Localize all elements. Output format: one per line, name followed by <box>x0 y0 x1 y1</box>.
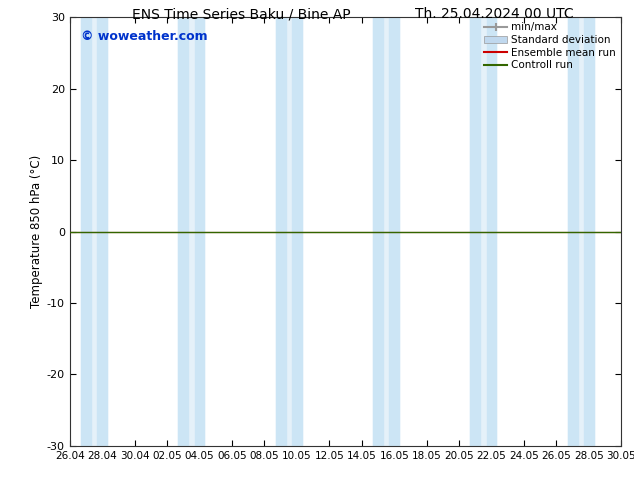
Y-axis label: Temperature 850 hPa (°C): Temperature 850 hPa (°C) <box>30 155 42 308</box>
Text: ENS Time Series Baku / Bine AP: ENS Time Series Baku / Bine AP <box>132 7 350 22</box>
Bar <box>487 17 496 446</box>
Bar <box>178 17 188 446</box>
Text: Th. 25.04.2024 00 UTC: Th. 25.04.2024 00 UTC <box>415 7 574 22</box>
Bar <box>292 17 302 446</box>
Bar <box>97 17 107 446</box>
Bar <box>276 17 285 446</box>
Legend: min/max, Standard deviation, Ensemble mean run, Controll run: min/max, Standard deviation, Ensemble me… <box>482 20 618 72</box>
Bar <box>470 17 496 446</box>
Bar <box>276 17 302 446</box>
Bar <box>373 17 399 446</box>
Bar <box>568 17 593 446</box>
Bar <box>373 17 383 446</box>
Bar <box>81 17 91 446</box>
Bar <box>389 17 399 446</box>
Bar <box>568 17 578 446</box>
Text: © woweather.com: © woweather.com <box>81 30 207 43</box>
Bar <box>178 17 204 446</box>
Bar <box>470 17 480 446</box>
Bar <box>584 17 593 446</box>
Bar <box>195 17 204 446</box>
Bar <box>81 17 107 446</box>
